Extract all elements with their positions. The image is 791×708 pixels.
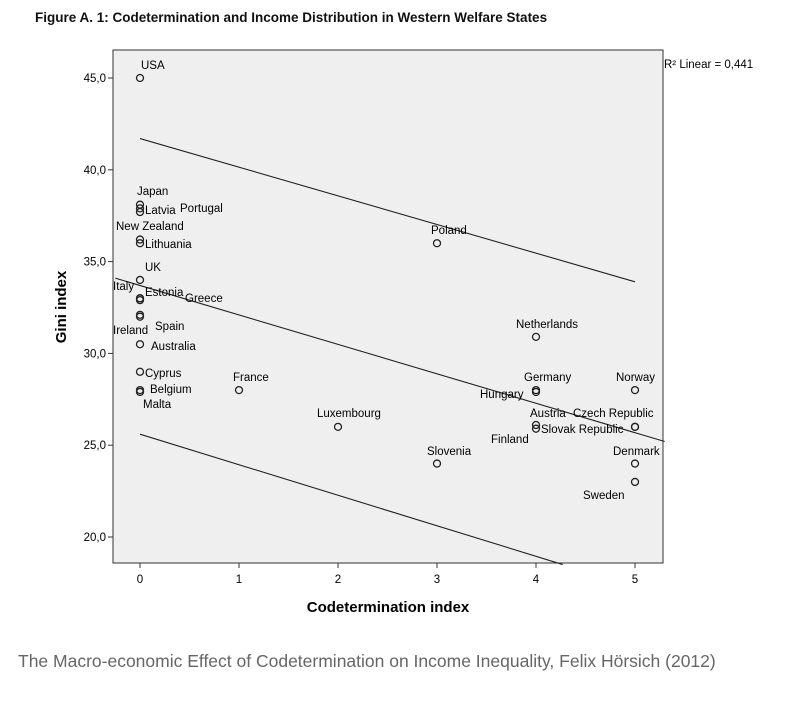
data-point [531,387,541,397]
point-label: Denmark [613,446,660,458]
point-label: Hungary [480,389,524,401]
fit-line-2 [139,433,563,566]
point-label: Ireland [113,325,148,337]
data-point [135,367,145,376]
point-label: Malta [143,399,172,411]
point-label: Czech Republic [573,408,654,420]
point-label: Sweden [583,490,625,502]
data-point [135,204,145,213]
fit-line-1 [115,277,665,443]
point-label: Cyprus [145,368,182,380]
data-point [135,275,145,285]
data-point [531,420,541,430]
x-tick-label: 0 [137,574,143,586]
point-label: Belgium [150,384,192,396]
data-point [630,459,640,468]
point-label: Lithuania [145,239,192,251]
point-label: France [233,372,269,384]
fit-line-0 [139,138,636,283]
point-label: Luxembourg [317,408,381,420]
point-labels: USA Japan Latvia Portugal New Zealand Lithuan… [113,60,660,502]
point-label: Austria [530,408,566,420]
r2-label: R² Linear = 0,441 [664,59,753,71]
data-point [333,422,343,431]
y-tick-label: 25,0 [84,440,106,452]
point-label: Slovenia [427,446,472,458]
y-tick-label: 20,0 [84,532,106,544]
point-label: Norway [616,372,655,384]
data-point [531,424,541,433]
figure-caption: The Macro-economic Effect of Codetermina… [18,651,716,671]
data-point [135,340,145,349]
y-tick-label: 45,0 [84,73,106,85]
data-point [135,296,145,305]
axes: 20,0 25,0 30,0 35,0 40,0 45,0 0 1 2 3 4 5 [84,73,639,586]
y-tick-label: 40,0 [84,165,106,177]
fit-lines [115,138,665,566]
data-point [135,207,145,217]
data-point [432,459,442,468]
data-point [432,239,442,248]
point-label: Latvia [145,205,176,217]
x-tick-label: 1 [236,574,242,586]
y-tick-label: 30,0 [84,348,106,360]
data-point [135,387,145,397]
x-tick-label: 5 [632,574,638,586]
data-point [234,385,244,395]
point-label: USA [141,60,165,72]
x-tick-label: 4 [533,574,540,586]
data-point [531,332,541,342]
data-point [630,477,640,487]
point-label: Finland [491,434,529,446]
data-point [630,422,640,431]
point-label: Greece [185,293,223,305]
point-label: Netherlands [516,319,578,331]
point-label: Germany [524,372,572,384]
data-point [135,235,145,244]
point-label: Slovak Republic [541,424,624,436]
data-point [630,385,640,395]
point-label: New Zealand [116,221,184,233]
point-label: Portugal [180,203,223,215]
point-label: Spain [155,321,184,333]
point-label: Estonia [145,287,184,299]
point-label: Australia [151,341,196,353]
plot-area [112,49,664,564]
data-point [135,310,145,319]
point-label: Japan [137,186,168,198]
data-point [135,73,145,83]
point-label: Poland [431,225,467,237]
figure-title: Figure A. 1: Codetermination and Income … [35,10,548,25]
data-point [135,239,145,248]
point-label: UK [145,262,161,274]
point-label: Italy [113,281,134,293]
y-axis-label: Gini index [53,270,70,343]
scatter-chart: 20,0 25,0 30,0 35,0 40,0 45,0 0 1 2 3 4 5 USA Japan L… [53,49,753,616]
x-axis-label: Codetermination index [307,599,470,616]
data-points [135,73,640,487]
y-tick-label: 35,0 [84,257,106,269]
x-tick-label: 2 [335,574,341,586]
x-tick-label: 3 [434,574,440,586]
